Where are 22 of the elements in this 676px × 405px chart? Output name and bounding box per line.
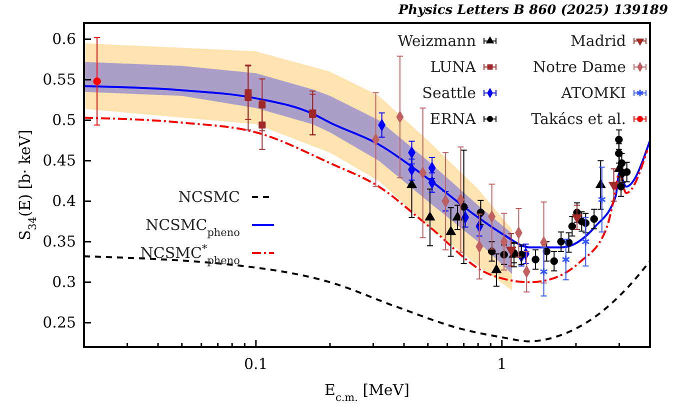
- legend-label: NCSMC$_{pheno}$: [145, 216, 240, 239]
- legend-label: LUNA: [430, 58, 476, 76]
- legend-label: NCSMC: [178, 188, 240, 206]
- x-tick-label: 1: [497, 355, 507, 373]
- x-axis-title: E$_{c.m.}$ [MeV]: [324, 381, 410, 404]
- y-tick-label: 0.55: [42, 70, 76, 89]
- legend-label: Madrid: [570, 32, 626, 50]
- y-tick-label: 0.25: [42, 314, 76, 332]
- legend-label: Weizmann: [398, 32, 476, 50]
- text: Physics Letters B 860 (2025) 139189: [397, 3, 668, 18]
- x-tick-label: 0.1: [244, 355, 268, 373]
- legend-label: Seattle: [422, 84, 476, 102]
- y-tick-label: 0.3: [52, 273, 76, 292]
- y-tick-label: 0.4: [52, 192, 76, 210]
- legend-label: Takács et al.: [531, 110, 626, 128]
- y-tick-label: 0.35: [42, 232, 76, 251]
- legend-label: ATOMKI: [560, 84, 626, 102]
- legend-label: ERNA: [430, 110, 476, 128]
- legend-label: Notre Dame: [532, 58, 626, 76]
- y-tick-label: 0.6: [52, 30, 76, 48]
- y-tick-label: 0.5: [52, 111, 76, 130]
- y-tick-label: 0.45: [42, 152, 76, 170]
